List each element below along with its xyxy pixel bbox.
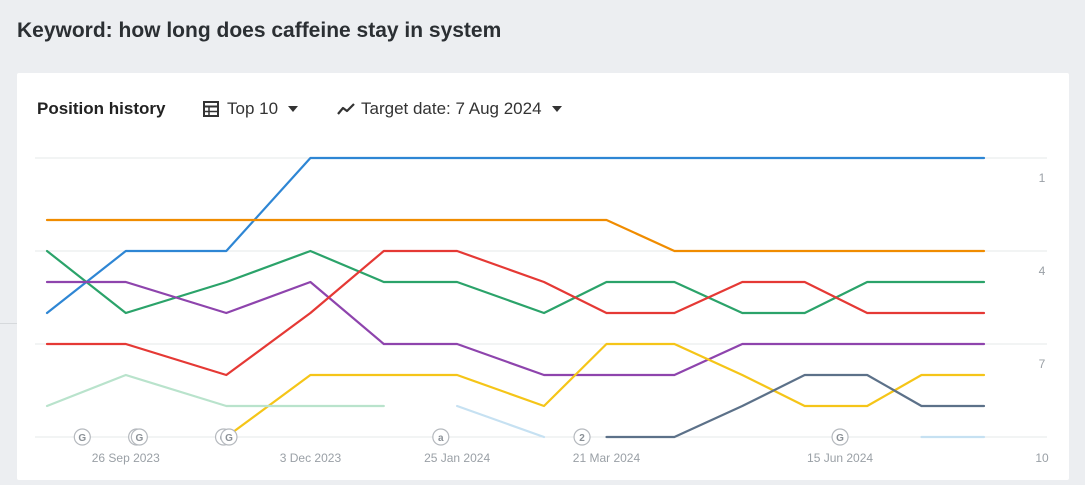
x-tick-label: 25 Jan 2024 — [424, 451, 490, 465]
event-marker-label: 2 — [579, 433, 585, 444]
event-marker-icon — [73, 428, 91, 446]
section-title: Position history — [37, 99, 166, 118]
series-line-5 — [45, 249, 986, 377]
target-date-dropdown[interactable]: Target date: 7 Aug 2024 — [337, 97, 562, 121]
series-line-7 — [605, 373, 986, 439]
event-marker-label: G — [78, 433, 86, 444]
series-line-2 — [45, 218, 986, 253]
divider — [0, 323, 17, 324]
table-icon — [203, 101, 219, 117]
event-marker-label: G — [135, 433, 143, 444]
chart-svg: 1 4 7 10 26 Sep 2023 3 Dec 2023 25 Jan 2024 21 … — [35, 156, 1049, 465]
page-title: Keyword: how long does caffeine stay in … — [17, 19, 502, 42]
event-marker-label: G — [225, 433, 233, 444]
series-line-3 — [45, 249, 986, 315]
x-tick-label: 26 Sep 2023 — [92, 451, 160, 465]
x-tick-label: 15 Jun 2024 — [807, 451, 873, 465]
series-line-9 — [456, 404, 546, 439]
chevron-down-icon — [288, 106, 299, 112]
top-filter-dropdown[interactable]: Top 10 — [203, 97, 299, 121]
series-line-8 — [45, 373, 385, 408]
event-marker-icon — [130, 428, 148, 446]
event-marker-icon — [831, 428, 849, 446]
event-marker-icon — [432, 428, 450, 446]
event-marker-label: G — [836, 433, 844, 444]
chart-toolbar: Position history Top 10 Target date: 7 A… — [17, 73, 1069, 143]
target-date-label: Target date: 7 Aug 2024 — [361, 99, 542, 118]
event-marker-icon — [573, 428, 591, 446]
line-chart-icon — [337, 101, 355, 117]
position-history-chart: 1 4 7 10 26 Sep 2023 3 Dec 2023 25 Jan 2024 21 … — [17, 73, 1069, 485]
x-tick-label: 21 Mar 2024 — [573, 451, 641, 465]
y-tick-label: 7 — [1039, 357, 1046, 371]
y-tick-label: 1 — [1039, 171, 1046, 185]
chevron-down-icon — [551, 106, 562, 112]
series-line-1 — [45, 156, 986, 315]
series-line-4 — [45, 280, 986, 377]
x-tick-label: 3 Dec 2023 — [280, 451, 342, 465]
top-filter-label: Top 10 — [227, 99, 279, 118]
position-history-card: Position history Top 10 Target date: 7 A… — [17, 73, 1069, 480]
event-marker-label: a — [438, 433, 444, 444]
y-tick-label: 4 — [1039, 264, 1046, 278]
y-tick-label: 10 — [1035, 451, 1049, 465]
series-line-6 — [225, 342, 986, 439]
event-marker-icon — [220, 428, 238, 446]
